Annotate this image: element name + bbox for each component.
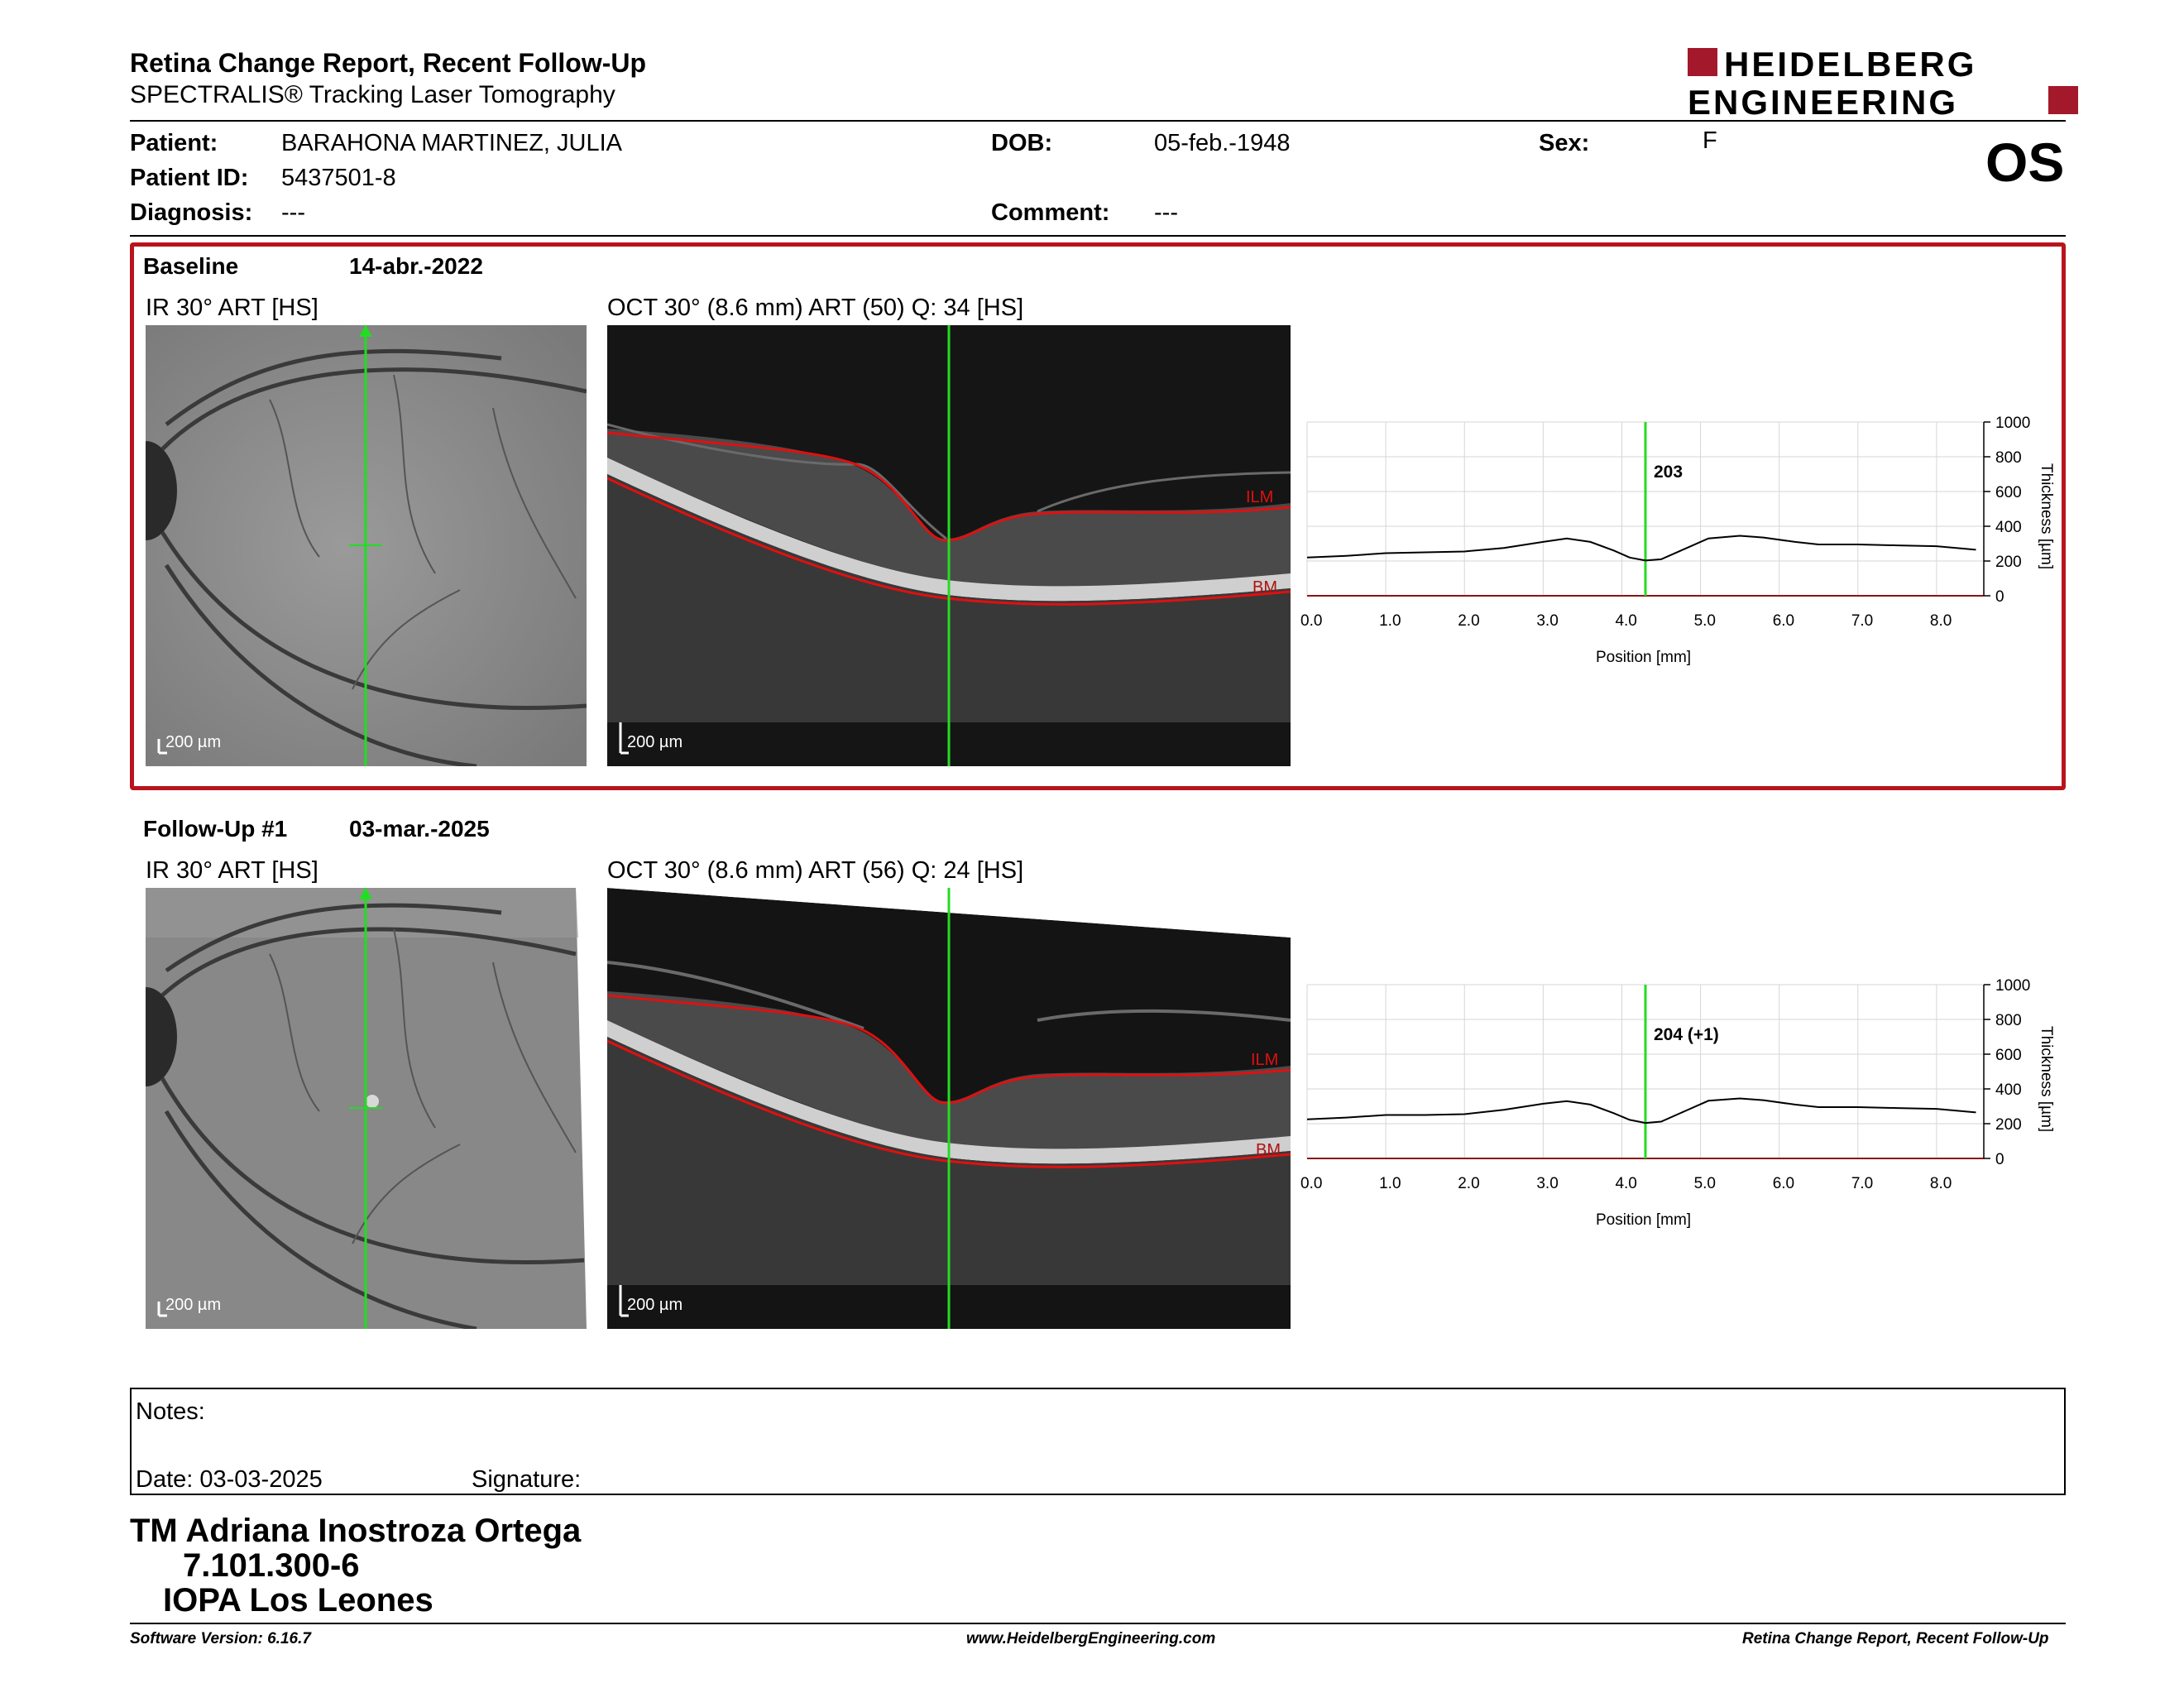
x-tick-label: 5.0 <box>1694 1175 1716 1192</box>
y-tick-label: 400 <box>1995 1081 2022 1099</box>
x-tick-label: 3.0 <box>1536 612 1558 630</box>
patient-label: Patient: <box>130 130 218 156</box>
optic-disc <box>146 441 177 540</box>
x-tick-label: 7.0 <box>1851 1175 1873 1192</box>
baseline-highlight-box <box>130 242 2066 790</box>
notes-label: Notes: <box>136 1398 205 1425</box>
baseline-oct-caption: OCT 30° (8.6 mm) ART (50) Q: 34 [HS] <box>607 295 1024 321</box>
followup-thickness-chart[interactable]: 0 200 400 600 800 1000 0.0 1.0 2.0 3.0 4.0 5.0 6.0 7.… <box>1299 968 2085 1241</box>
signer-name: TM Adriana Inostroza Ortega <box>130 1513 582 1549</box>
baseline-ir-fundus-image[interactable]: 200 µm <box>146 325 587 766</box>
info-rule <box>130 235 2066 237</box>
footer-rule <box>130 1623 2066 1624</box>
x-tick-label: 7.0 <box>1851 612 1873 630</box>
comment-label: Comment: <box>991 199 1110 226</box>
followup-label: Follow-Up #1 <box>143 816 288 842</box>
comment-value: --- <box>1154 199 1178 226</box>
baseline-date: 14-abr.-2022 <box>349 253 483 279</box>
y-tick-label: 0 <box>1995 588 2004 606</box>
y-tick-label: 200 <box>1995 554 2022 571</box>
followup-ir-caption: IR 30° ART [HS] <box>146 857 318 884</box>
x-tick-label: 3.0 <box>1536 1175 1558 1192</box>
y-tick-label: 800 <box>1995 449 2022 467</box>
notes-box[interactable] <box>130 1388 2066 1495</box>
footer-website[interactable]: www.HeidelbergEngineering.com <box>966 1630 1216 1647</box>
x-tick-label: 1.0 <box>1379 612 1401 630</box>
x-axis-title: Position [mm] <box>1596 649 1691 666</box>
diagnosis-value: --- <box>281 199 305 226</box>
baseline-ir-caption: IR 30° ART [HS] <box>146 295 318 321</box>
x-tick-label: 8.0 <box>1930 612 1952 630</box>
x-tick-label: 2.0 <box>1458 612 1479 630</box>
x-tick-label: 5.0 <box>1694 612 1716 630</box>
followup-oct-scale-bar: 200 µm <box>627 1296 682 1314</box>
report-subtitle: SPECTRALIS® Tracking Laser Tomography <box>130 81 615 108</box>
notes-date: Date: 03-03-2025 <box>136 1466 323 1493</box>
baseline-ilm-label: ILM <box>1246 488 1273 506</box>
footer-report-name: Retina Change Report, Recent Follow-Up <box>1742 1630 2049 1647</box>
y-tick-label: 800 <box>1995 1012 2022 1029</box>
x-tick-label: 2.0 <box>1458 1175 1479 1192</box>
dob-value: 05-feb.-1948 <box>1154 130 1291 156</box>
baseline-ir-scale-bar: 200 µm <box>165 733 221 751</box>
optic-disc <box>146 987 177 1086</box>
followup-oct-caption: OCT 30° (8.6 mm) ART (56) Q: 24 [HS] <box>607 857 1024 884</box>
baseline-label: Baseline <box>143 253 239 279</box>
baseline-thickness-chart[interactable]: 0 200 400 600 800 1000 0.0 1.0 2.0 3.0 4.0 5.0 6.0 7.… <box>1299 405 2085 679</box>
x-tick-label: 4.0 <box>1615 612 1636 630</box>
report-title: Retina Change Report, Recent Follow-Up <box>130 48 647 78</box>
x-axis-title: Position [mm] <box>1596 1211 1691 1229</box>
patient-id-label: Patient ID: <box>130 165 249 191</box>
x-tick-label: 6.0 <box>1773 1175 1794 1192</box>
thickness-value-label: 203 <box>1654 463 1683 482</box>
thickness-profile-line <box>1306 535 1976 562</box>
dob-label: DOB: <box>991 130 1053 156</box>
y-tick-label: 0 <box>1995 1151 2004 1168</box>
signer-rut: 7.101.300-6 <box>183 1547 360 1584</box>
thickness-profile-line <box>1306 1097 1976 1125</box>
heidelberg-logo: HEIDELBERG ENGINEERING <box>1688 46 2078 116</box>
y-tick-label: 1000 <box>1995 415 2030 432</box>
x-tick-label: 8.0 <box>1930 1175 1952 1192</box>
y-tick-label: 600 <box>1995 1047 2022 1064</box>
followup-ir-scale-bar: 200 µm <box>165 1296 221 1314</box>
followup-date: 03-mar.-2025 <box>349 816 490 842</box>
followup-bm-label: BM <box>1256 1141 1281 1159</box>
footer-software: Software Version: 6.16.7 <box>130 1630 311 1647</box>
y-axis-title: Thickness [µm] <box>2038 463 2055 569</box>
followup-ilm-label: ILM <box>1251 1051 1278 1069</box>
x-tick-label: 1.0 <box>1379 1175 1401 1192</box>
y-tick-label: 400 <box>1995 519 2022 536</box>
patient-name: BARAHONA MARTINEZ, JULIA <box>281 130 622 156</box>
sex-label: Sex: <box>1539 130 1590 156</box>
baseline-oct-bscan-image[interactable]: ILM BM 200 µm <box>607 325 1291 766</box>
x-tick-label: 0.0 <box>1300 1175 1322 1192</box>
thickness-value-label: 204 (+1) <box>1654 1025 1719 1044</box>
patient-id: 5437501-8 <box>281 165 396 191</box>
sex-value: F <box>1703 127 1717 154</box>
baseline-bm-label: BM <box>1252 578 1277 597</box>
y-tick-label: 1000 <box>1995 977 2030 995</box>
y-axis-title: Thickness [µm] <box>2038 1026 2055 1132</box>
diagnosis-label: Diagnosis: <box>130 199 253 226</box>
header-rule <box>130 120 2066 122</box>
logo-line-1: HEIDELBERG <box>1724 46 1976 84</box>
x-tick-label: 4.0 <box>1615 1175 1636 1192</box>
eye-indicator: OS <box>1985 132 2065 193</box>
followup-oct-bscan-image[interactable]: ILM BM 200 µm <box>607 888 1291 1329</box>
signer-place: IOPA Los Leones <box>163 1582 433 1618</box>
x-tick-label: 0.0 <box>1300 612 1322 630</box>
y-tick-label: 600 <box>1995 484 2022 501</box>
signature-label: Signature: <box>472 1466 582 1493</box>
baseline-oct-scale-bar: 200 µm <box>627 733 682 751</box>
y-tick-label: 200 <box>1995 1116 2022 1134</box>
followup-ir-fundus-image[interactable]: 200 µm <box>146 888 587 1329</box>
logo-line-2: ENGINEERING <box>1688 83 1958 116</box>
x-tick-label: 6.0 <box>1773 612 1794 630</box>
